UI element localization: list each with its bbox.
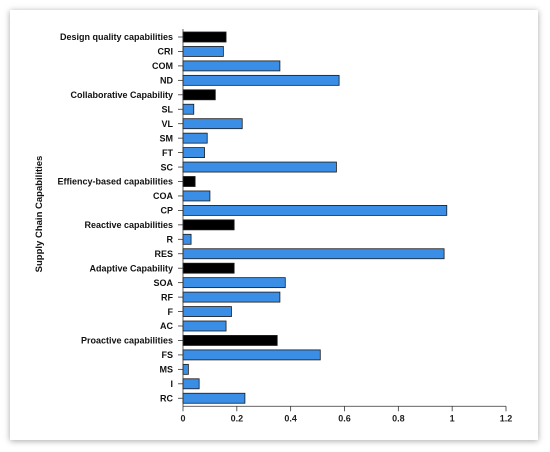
bar (182, 248, 445, 260)
x-tick-label: 0.8 (392, 413, 405, 423)
bar (182, 161, 337, 173)
category-label: SC (160, 162, 173, 172)
category-label: SL (161, 104, 173, 114)
x-axis: 0 0.2 0.4 0.6 0.8 1 1.2 (180, 405, 513, 423)
bar (182, 60, 281, 72)
y-axis (178, 29, 184, 407)
group-bar (182, 219, 235, 231)
category-label: FT (162, 148, 173, 158)
category-label: R (167, 235, 174, 245)
bar (182, 118, 243, 130)
bar (182, 363, 189, 375)
x-tick-label: 0.6 (338, 413, 351, 423)
chart-frame: Supply Chain Capabilities Design quality… (10, 10, 538, 440)
x-tick-label: 1 (450, 413, 455, 423)
bar (182, 74, 340, 86)
category-label: RES (154, 249, 173, 259)
group-bar (182, 176, 196, 187)
category-label: I (170, 379, 173, 389)
category-label: VL (161, 119, 173, 129)
category-label: Effiency-based capabilities (57, 177, 173, 187)
bar (182, 392, 246, 404)
category-label: AC (160, 321, 173, 331)
category-label: Design quality capabilities (60, 32, 173, 42)
x-tick-label: 1.2 (500, 413, 513, 423)
x-tick-label: 0 (180, 413, 185, 423)
x-tick-label: 0.4 (284, 413, 297, 423)
bar (182, 320, 227, 332)
group-bar (182, 89, 216, 101)
group-bar (182, 335, 278, 346)
category-label: COM (152, 61, 173, 71)
bar (182, 204, 448, 216)
bar (182, 306, 232, 317)
category-label: F (168, 307, 174, 317)
category-label: ND (160, 76, 173, 86)
bar (182, 132, 208, 144)
category-label: Collaborative Capability (70, 90, 173, 100)
bar (182, 291, 281, 303)
bar (182, 233, 192, 245)
bars-group (182, 31, 448, 404)
category-label: RC (160, 393, 173, 403)
category-label: Proactive capabilities (81, 336, 173, 346)
category-label: FS (161, 350, 173, 360)
bar (182, 46, 224, 57)
group-bar (182, 262, 235, 274)
bar (182, 378, 200, 390)
bar-chart: Supply Chain Capabilities Design quality… (34, 29, 513, 423)
bar (182, 147, 205, 159)
bar (182, 277, 286, 289)
bar (182, 103, 195, 115)
category-label: Adaptive Capability (89, 263, 173, 273)
category-label: RF (161, 292, 173, 302)
bar (182, 190, 211, 202)
x-tick-label: 0.2 (231, 413, 244, 423)
category-label: CRI (158, 47, 174, 57)
group-bar (182, 31, 227, 43)
category-label: SM (160, 133, 174, 143)
category-label: COA (153, 191, 174, 201)
category-label: SOA (153, 278, 173, 288)
category-label: Reactive capabilities (84, 220, 173, 230)
category-labels-group: Design quality capabilities CRI COM ND Colla… (57, 32, 173, 403)
y-axis-label: Supply Chain Capabilities (34, 156, 45, 273)
category-label: CP (160, 206, 173, 216)
bar (182, 349, 321, 361)
category-label: MS (160, 365, 174, 375)
